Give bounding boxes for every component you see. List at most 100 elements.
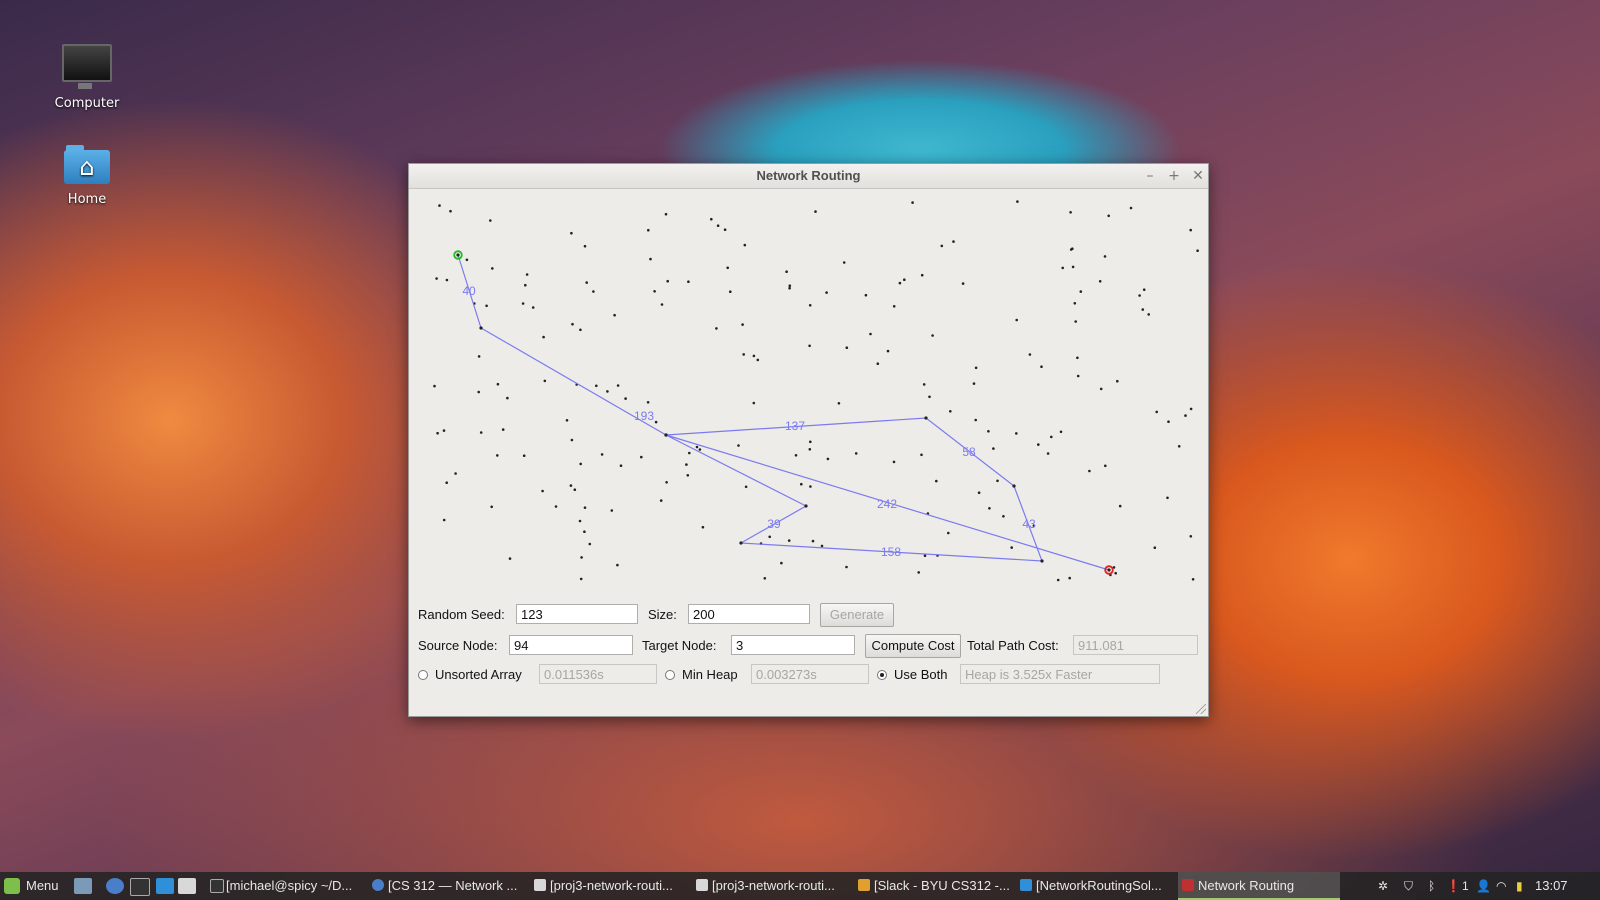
minimize-button[interactable]: – — [1146, 168, 1154, 184]
graph-node — [654, 420, 658, 424]
graph-node — [935, 479, 938, 483]
edge-weight-label: 40 — [462, 284, 476, 298]
taskbar-item-folder-2[interactable]: [proj3-network-routi... — [692, 872, 848, 900]
graph-node — [442, 518, 446, 522]
size-input[interactable]: 200 — [688, 604, 810, 624]
graph-node — [729, 290, 732, 293]
graph-node — [768, 535, 771, 539]
random-seed-input[interactable]: 123 — [516, 604, 638, 624]
graph-node — [726, 266, 729, 270]
graph-node — [886, 349, 890, 353]
unsorted-array-radio[interactable] — [418, 670, 428, 680]
random-seed-label: Random Seed: — [418, 607, 505, 622]
menu-button[interactable]: Menu — [4, 872, 66, 900]
graph-node — [809, 440, 812, 444]
terminal-icon — [210, 879, 224, 893]
comparison-field: Heap is 3.525x Faster — [960, 664, 1160, 684]
path-node — [664, 433, 668, 437]
graph-node — [522, 454, 526, 458]
graph-node — [811, 539, 815, 543]
settings-tray-icon[interactable]: ✲ — [1378, 879, 1389, 893]
graph-node — [752, 354, 756, 358]
graph-node — [660, 303, 664, 306]
desktop-icon-computer[interactable]: Computer — [42, 44, 132, 111]
graph-node — [688, 451, 691, 455]
network-routing-window: Network Routing – + ✕ 40 193 137 58 242 39 43 1… — [408, 163, 1209, 717]
vscode-icon — [1020, 879, 1032, 891]
home-folder-icon — [64, 145, 110, 184]
clock: 13:07 — [1535, 878, 1568, 893]
graph-node — [616, 563, 619, 567]
use-both-radio[interactable] — [877, 670, 887, 680]
show-desktop-icon[interactable] — [74, 878, 92, 894]
graph-node — [780, 561, 783, 565]
graph-canvas[interactable]: 40 193 137 58 242 39 43 158 — [409, 188, 1208, 588]
graph-node — [952, 240, 955, 243]
min-heap-label: Min Heap — [682, 667, 738, 682]
graph-node — [1138, 294, 1141, 297]
graph-node — [1071, 265, 1075, 269]
user-tray-icon[interactable]: 👤 — [1476, 879, 1491, 893]
graph-node — [987, 430, 990, 433]
graph-node — [1196, 249, 1199, 252]
taskbar-item-slack[interactable]: [Slack - BYU CS312 -... — [854, 872, 1010, 900]
mint-logo-icon — [4, 878, 20, 894]
alert-tray-icon[interactable]: ❗ — [1446, 879, 1461, 893]
graph-node — [653, 290, 656, 293]
taskbar-item-label: Network Routing — [1198, 878, 1295, 893]
maximize-button[interactable]: + — [1168, 168, 1180, 184]
taskbar-item-browser[interactable]: [CS 312 — Network ... — [368, 872, 524, 900]
edge-weight-label: 193 — [634, 409, 654, 423]
graph-node — [800, 482, 803, 486]
close-button[interactable]: ✕ — [1192, 168, 1204, 184]
desktop-icon-home[interactable]: Home — [42, 145, 132, 207]
vscode-launcher-icon[interactable] — [156, 878, 174, 894]
taskbar-item-label: [Slack - BYU CS312 -... — [874, 878, 1010, 893]
wifi-tray-icon[interactable]: ◠ — [1496, 879, 1507, 893]
size-label: Size: — [648, 607, 677, 622]
taskbar-item-folder-1[interactable]: [proj3-network-routi... — [530, 872, 686, 900]
graph-node — [992, 447, 995, 450]
bluetooth-tray-icon[interactable]: ᛒ — [1428, 879, 1436, 893]
shield-tray-icon[interactable]: ⛉ — [1404, 879, 1414, 893]
generate-button[interactable]: Generate — [820, 603, 894, 627]
taskbar-item-vscode[interactable]: [NetworkRoutingSol... — [1016, 872, 1172, 900]
files-launcher-icon[interactable] — [178, 878, 196, 894]
compute-cost-button[interactable]: Compute Cost — [865, 634, 961, 658]
target-node-marker — [1104, 565, 1114, 575]
graph-node — [445, 278, 449, 282]
total-path-cost-field: 911.081 — [1073, 635, 1198, 655]
target-node-input[interactable]: 3 — [731, 635, 855, 655]
graph-node — [646, 401, 650, 404]
window-titlebar[interactable]: Network Routing – + ✕ — [409, 164, 1208, 189]
graph-node — [438, 204, 441, 207]
graph-node — [664, 212, 668, 216]
graph-node — [1076, 374, 1080, 378]
graph-node — [892, 305, 896, 308]
graph-node — [814, 210, 817, 213]
resize-grip[interactable] — [1196, 704, 1206, 714]
graph-node — [1153, 546, 1157, 549]
path-node — [1040, 559, 1044, 563]
min-heap-radio[interactable] — [665, 670, 675, 680]
graph-node — [741, 323, 744, 326]
taskbar-item-terminal[interactable]: [michael@spicy ~/D... — [206, 872, 362, 900]
graph-node — [573, 488, 577, 492]
edge-weight-label: 58 — [962, 445, 976, 459]
graph-node — [996, 479, 999, 483]
graph-node — [1116, 379, 1119, 383]
graph-node — [666, 279, 669, 283]
graph-node — [794, 454, 798, 457]
battery-tray-icon[interactable]: ▮ — [1516, 879, 1523, 893]
graph-node — [898, 281, 902, 285]
graph-node — [1061, 266, 1064, 270]
shortest-path-line — [457, 254, 1110, 571]
graph-node — [1155, 410, 1158, 414]
graph-node — [619, 464, 623, 468]
taskbar-item-network-routing[interactable]: Network Routing — [1178, 872, 1340, 900]
browser-launcher-icon[interactable] — [106, 878, 124, 894]
graph-node — [917, 571, 920, 574]
source-node-input[interactable]: 94 — [509, 635, 633, 655]
graph-node — [1129, 206, 1133, 210]
terminal-launcher-icon[interactable] — [130, 878, 150, 896]
